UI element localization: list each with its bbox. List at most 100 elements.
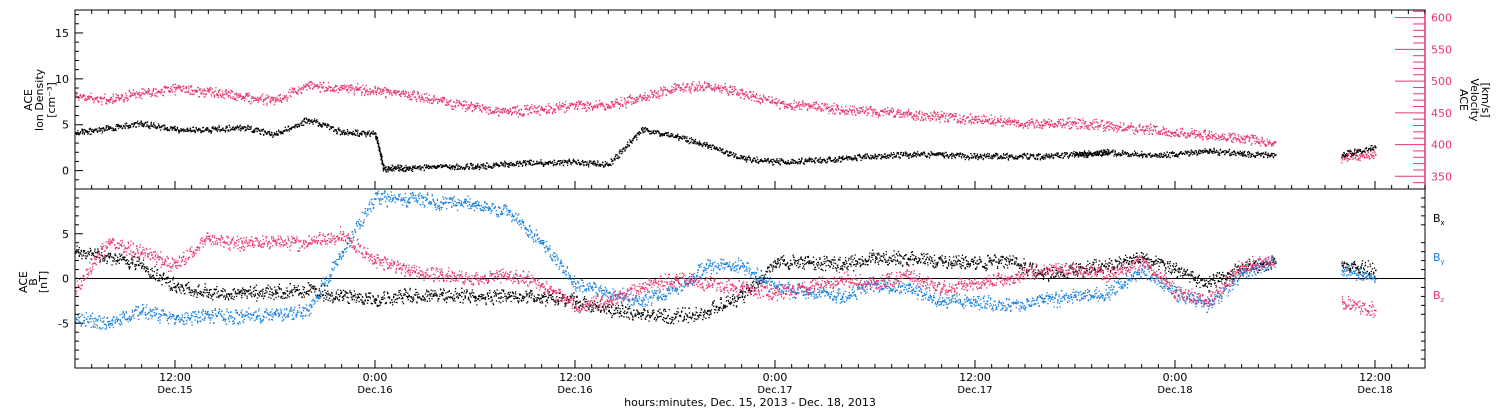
velocity-point bbox=[776, 102, 779, 104]
density-point bbox=[699, 143, 701, 146]
velocity-point bbox=[1119, 126, 1121, 128]
density-point bbox=[432, 166, 435, 168]
velocity-point bbox=[1030, 118, 1032, 121]
velocity-point bbox=[797, 103, 799, 105]
velocity-point bbox=[112, 95, 115, 97]
velocity-point bbox=[164, 85, 167, 88]
velocity-point bbox=[1034, 122, 1037, 124]
density-point bbox=[458, 168, 460, 170]
velocity-point bbox=[704, 81, 706, 83]
velocity-point bbox=[1212, 134, 1214, 137]
density-point bbox=[194, 131, 197, 133]
density-point bbox=[429, 166, 431, 168]
velocity-point bbox=[1123, 122, 1125, 125]
density-point bbox=[413, 165, 415, 167]
density-point bbox=[595, 165, 597, 167]
velocity-point bbox=[566, 110, 568, 112]
velocity-point bbox=[1204, 130, 1206, 132]
density-point bbox=[166, 128, 168, 130]
velocity-point bbox=[829, 109, 831, 111]
velocity-point bbox=[1048, 118, 1050, 120]
velocity-data-point bbox=[908, 114, 910, 116]
velocity-point bbox=[1181, 127, 1184, 129]
density-point bbox=[118, 125, 120, 128]
density-point bbox=[219, 130, 221, 133]
velocity-point bbox=[172, 84, 174, 86]
density-point bbox=[107, 125, 109, 127]
velocity-point bbox=[820, 109, 822, 111]
velocity-point bbox=[619, 103, 621, 105]
velocity-point bbox=[479, 105, 481, 107]
density-point bbox=[731, 154, 733, 156]
velocity-point bbox=[1180, 130, 1182, 133]
velocity-point bbox=[762, 100, 764, 102]
velocity-point bbox=[386, 88, 388, 90]
density-point bbox=[285, 128, 287, 131]
density-point bbox=[552, 165, 555, 167]
velocity-data-point bbox=[675, 88, 677, 91]
velocity-point bbox=[382, 88, 384, 90]
velocity-point bbox=[863, 111, 866, 113]
density-point bbox=[390, 169, 392, 171]
density-point bbox=[241, 127, 243, 130]
density-point bbox=[281, 132, 283, 134]
velocity-point bbox=[737, 92, 739, 94]
velocity-point bbox=[1075, 125, 1078, 128]
velocity-point bbox=[146, 93, 148, 95]
velocity-point bbox=[784, 105, 787, 108]
velocity-point bbox=[652, 96, 654, 99]
density-point bbox=[115, 125, 117, 127]
density-point bbox=[445, 163, 447, 166]
velocity-point bbox=[1248, 136, 1250, 138]
velocity-point bbox=[1272, 145, 1274, 147]
velocity-point bbox=[718, 87, 720, 89]
velocity-point bbox=[497, 108, 499, 110]
velocity-point bbox=[896, 111, 899, 113]
density-point bbox=[98, 128, 100, 130]
velocity-point bbox=[1002, 121, 1004, 123]
density-point bbox=[529, 162, 532, 164]
velocity-point bbox=[517, 112, 519, 114]
density-point bbox=[172, 126, 174, 129]
density-point bbox=[367, 131, 369, 133]
velocity-point bbox=[529, 107, 532, 109]
density-point bbox=[671, 132, 673, 135]
velocity-point bbox=[144, 93, 146, 95]
density-point bbox=[193, 130, 195, 132]
density-point bbox=[343, 132, 346, 134]
density-point bbox=[97, 130, 99, 133]
velocity-point bbox=[1106, 121, 1108, 123]
velocity-point bbox=[142, 88, 144, 90]
density-point bbox=[494, 165, 496, 167]
velocity-point bbox=[1058, 119, 1060, 121]
density-point bbox=[452, 165, 454, 167]
density-point bbox=[298, 125, 300, 128]
density-point bbox=[660, 133, 662, 135]
velocity-point bbox=[1159, 131, 1161, 133]
velocity-point bbox=[1081, 122, 1083, 124]
density-point bbox=[627, 144, 629, 146]
density-point bbox=[187, 129, 189, 131]
density-point bbox=[853, 158, 855, 161]
density-point bbox=[767, 158, 769, 160]
density-point bbox=[434, 166, 436, 168]
density-point bbox=[540, 159, 542, 161]
density-point bbox=[125, 122, 128, 124]
density-point bbox=[488, 164, 490, 166]
density-point bbox=[390, 166, 392, 169]
velocity-point bbox=[1165, 134, 1167, 137]
velocity-point bbox=[575, 103, 578, 106]
velocity-point bbox=[614, 100, 616, 103]
density-point bbox=[772, 164, 774, 166]
velocity-point bbox=[126, 97, 128, 100]
velocity-point bbox=[990, 122, 992, 124]
velocity-point bbox=[258, 98, 260, 100]
velocity-point bbox=[674, 90, 676, 92]
density-point bbox=[449, 164, 451, 166]
velocity-point bbox=[1205, 135, 1208, 138]
velocity-point bbox=[837, 105, 839, 107]
density-point bbox=[641, 128, 643, 130]
velocity-point bbox=[550, 107, 552, 109]
density-point bbox=[380, 155, 382, 157]
velocity-point bbox=[282, 97, 285, 99]
